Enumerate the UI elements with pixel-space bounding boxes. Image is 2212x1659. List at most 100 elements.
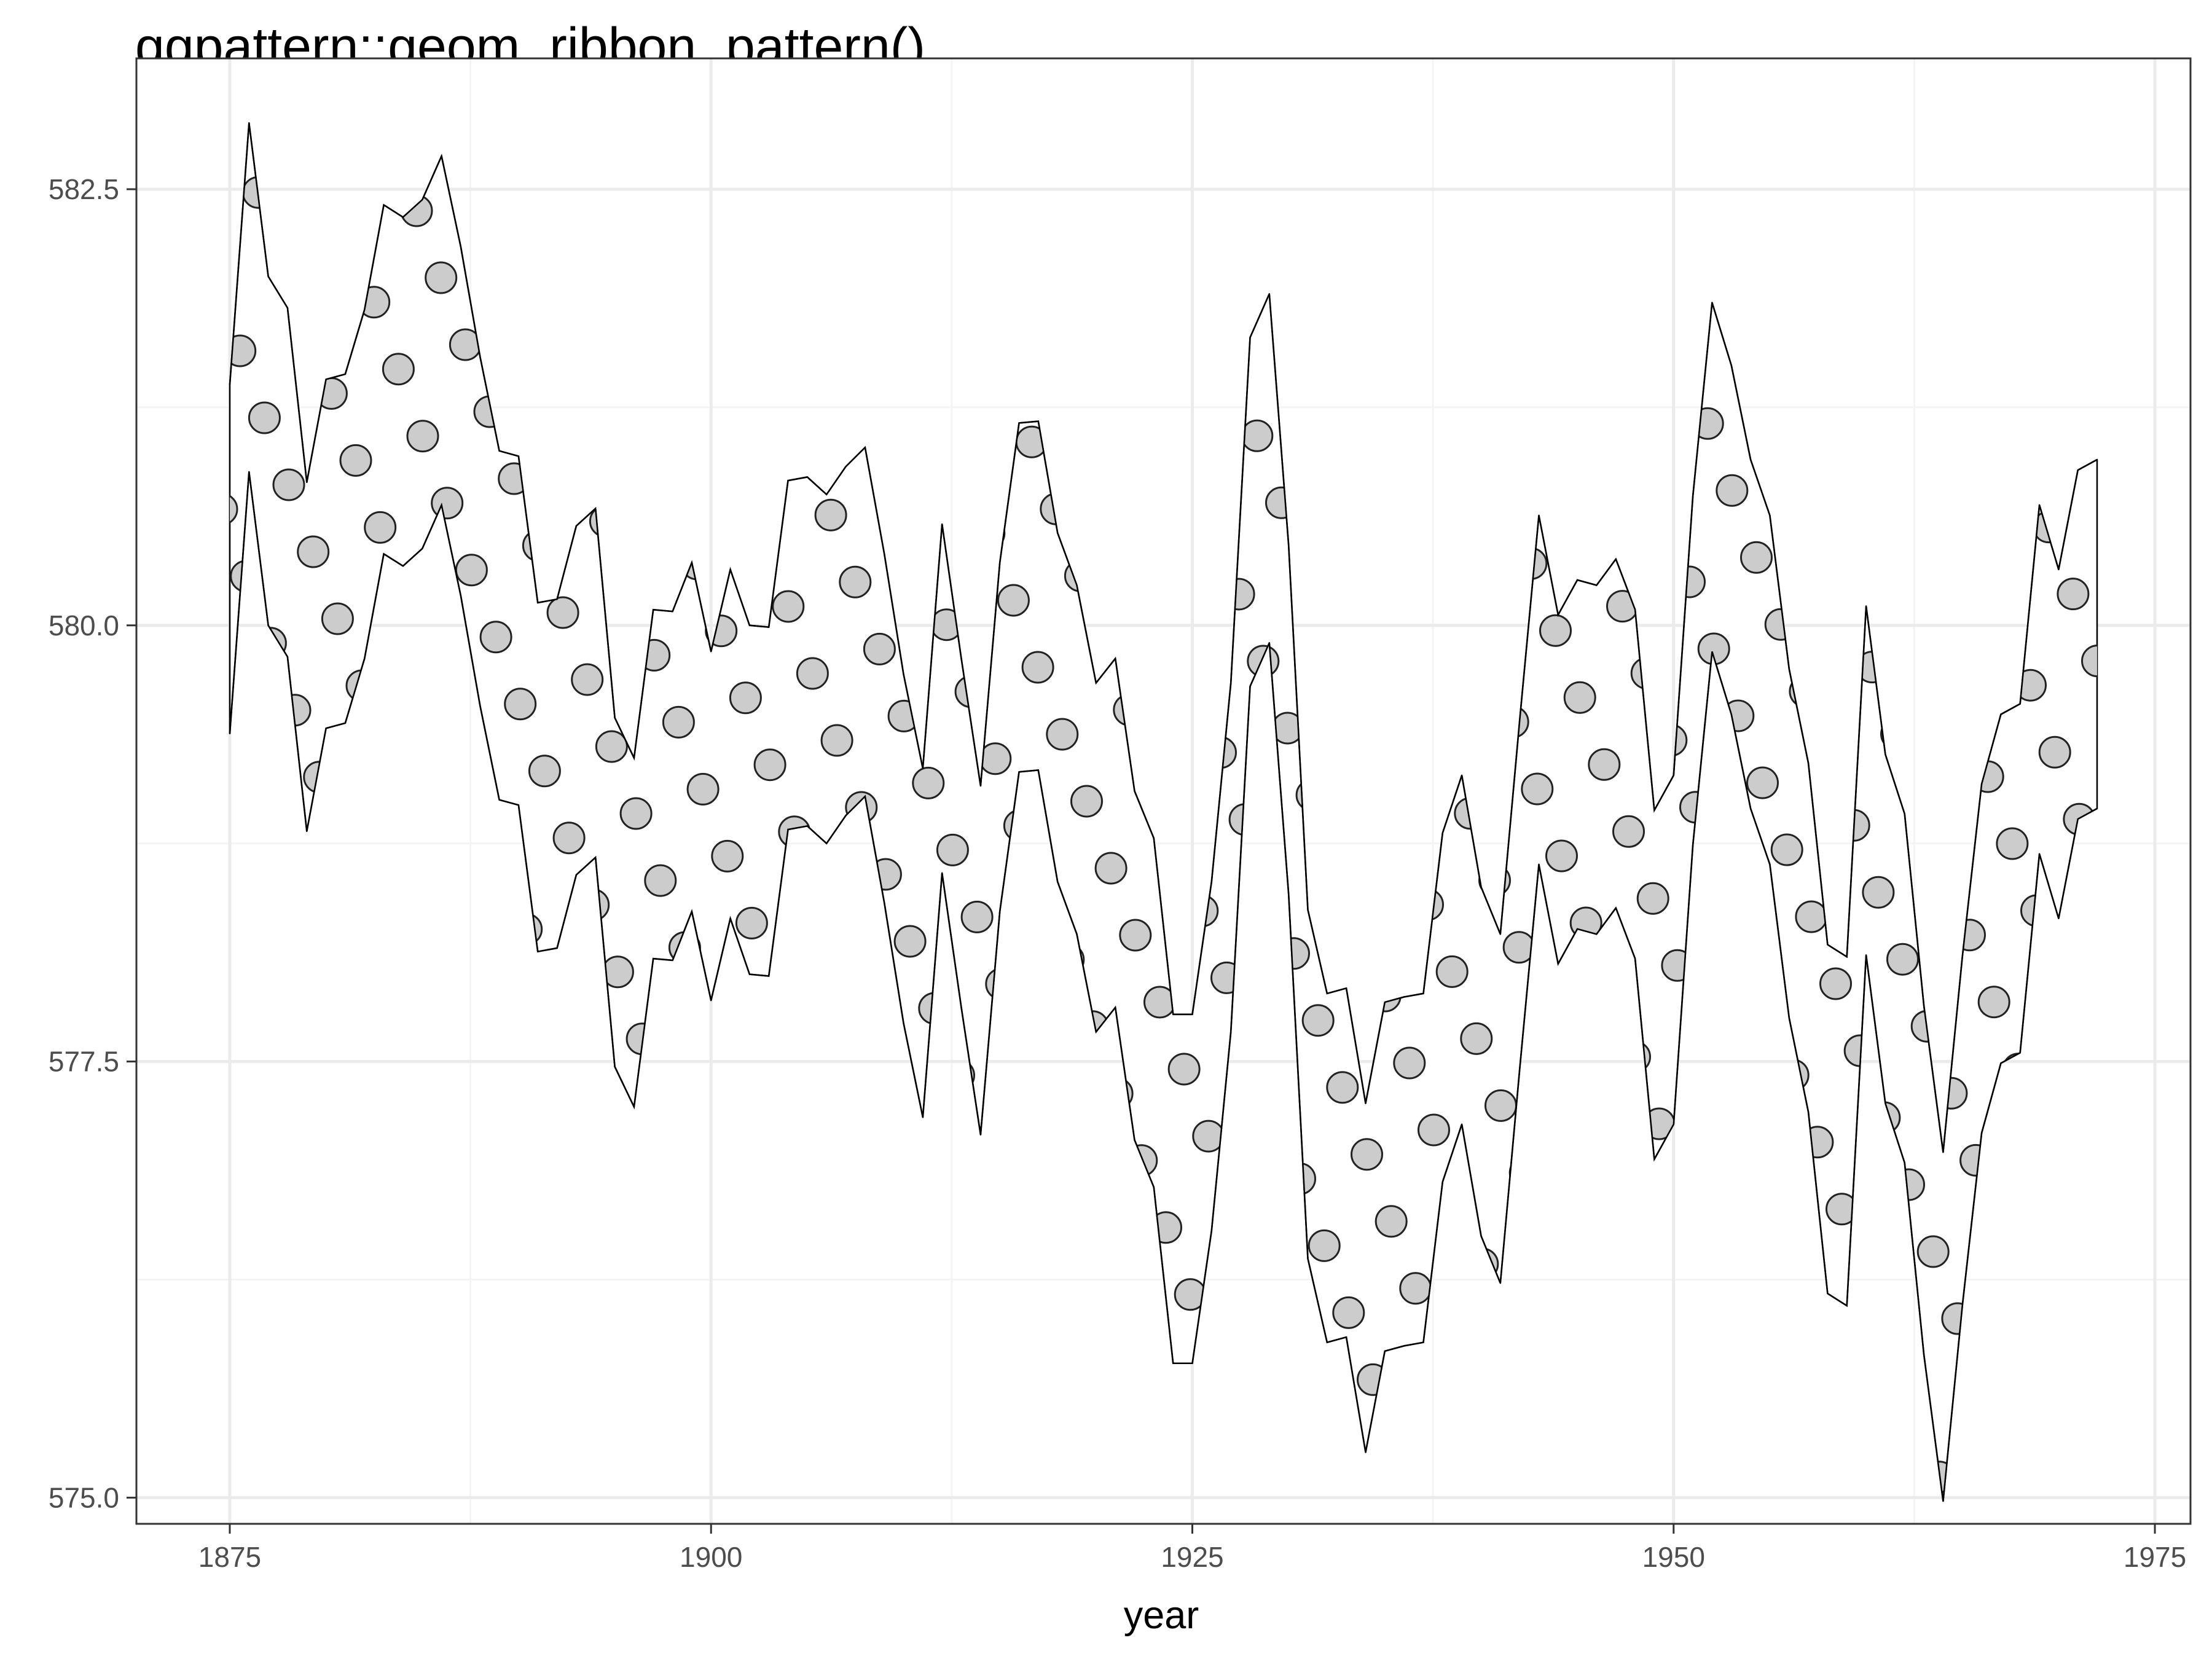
pattern-dot <box>839 565 872 598</box>
pattern-dot <box>339 444 372 477</box>
pattern-dot <box>2198 755 2212 786</box>
ribbon-lower-line <box>229 471 2098 1502</box>
pattern-dot <box>546 596 579 629</box>
pattern-dot <box>1588 748 1621 781</box>
pattern-dot <box>1241 419 1274 452</box>
pattern-dot <box>662 705 695 739</box>
pattern-dot <box>686 772 720 806</box>
pattern-dot <box>1094 852 1128 885</box>
pattern-dot <box>1351 1138 1383 1171</box>
pattern-dot <box>109 226 139 257</box>
pattern-dot <box>863 632 896 665</box>
pattern-dot <box>1418 1113 1450 1147</box>
pattern-dot <box>1484 1089 1517 1122</box>
pattern-dot <box>248 401 281 434</box>
pattern-dot <box>1308 1229 1341 1262</box>
pattern-dot <box>1795 900 1828 933</box>
pattern-dot <box>595 730 628 763</box>
pattern-dot <box>1114 1529 1145 1559</box>
pattern-dot <box>1301 1004 1335 1037</box>
ribbon-upper-line <box>229 122 2098 1153</box>
pattern-dot <box>796 657 829 690</box>
pattern-dot <box>297 535 330 568</box>
pattern-dot <box>1746 766 1779 799</box>
pattern-dot <box>1339 1523 1370 1553</box>
pattern-dot <box>1167 1053 1201 1086</box>
pattern-dot <box>1119 919 1152 952</box>
y-tick-label: 582.5 <box>49 173 119 205</box>
pattern-dot <box>571 663 604 696</box>
pattern-dot <box>455 554 488 587</box>
y-tick-label: 575.0 <box>49 1481 119 1513</box>
pattern-dot <box>997 584 1030 617</box>
pattern-dot <box>479 621 512 654</box>
pattern-dot <box>2192 530 2212 560</box>
pattern-dot <box>1563 681 1596 714</box>
pattern-dot <box>729 681 762 715</box>
pattern-dot <box>1916 1235 1950 1268</box>
pattern-dot <box>505 1523 536 1554</box>
pattern-dot <box>1399 1272 1432 1305</box>
pattern-dot <box>893 925 927 958</box>
pattern-dot <box>528 755 561 788</box>
pattern-dot <box>1479 31 1510 61</box>
pattern-dot <box>97 1444 128 1475</box>
pattern-dot <box>1948 1529 1979 1559</box>
pattern-dot <box>1612 815 1645 848</box>
pattern-dot <box>644 864 677 897</box>
pattern-dot <box>1545 839 1578 873</box>
pattern-dot <box>711 839 744 873</box>
pattern-dot <box>321 602 354 635</box>
pattern-dot <box>552 822 586 855</box>
pattern-dot <box>1862 876 1895 909</box>
y-tick-label: 577.5 <box>49 1046 119 1078</box>
pattern-dot <box>1704 25 1735 55</box>
pattern-dot <box>753 748 786 782</box>
pattern-dot <box>103 835 134 866</box>
pattern-dot <box>382 353 415 386</box>
pattern-dot <box>1716 474 1749 507</box>
pattern-dot <box>912 766 945 799</box>
x-tick-label: 1925 <box>1161 1541 1223 1573</box>
pattern-dot <box>1819 967 1852 1000</box>
panel-border <box>135 57 2192 1525</box>
pattern-dot <box>1770 833 1803 866</box>
pattern-dot <box>425 261 458 294</box>
pattern-dot <box>504 688 537 721</box>
pattern-dot <box>1521 772 1554 806</box>
pattern-dot <box>772 590 805 623</box>
pattern-dot <box>1435 955 1469 988</box>
x-tick-label: 1975 <box>2124 1541 2186 1573</box>
pattern-dot <box>735 906 768 939</box>
pattern-dot <box>431 487 464 520</box>
x-tick-label: 1875 <box>198 1541 261 1573</box>
pattern-dot <box>1332 1296 1365 1329</box>
pattern-dot <box>1886 943 1919 976</box>
pattern-dot <box>280 1529 310 1560</box>
pattern-dot <box>936 833 969 866</box>
pattern-dot <box>1740 541 1773 574</box>
pattern-dot <box>1460 1022 1493 1055</box>
y-axis: 575.0 577.5 580.0 582.5 <box>49 173 136 1513</box>
pattern-dot <box>2081 645 2097 678</box>
x-tick-label: 1900 <box>680 1541 742 1573</box>
pattern-dot <box>1021 651 1054 684</box>
pattern-dot <box>1977 986 2010 1019</box>
pattern-dot <box>960 900 994 933</box>
pattern-dot <box>1070 785 1103 818</box>
pattern-dot <box>2057 578 2090 611</box>
pattern-dot <box>1375 1205 1408 1238</box>
pattern-dot <box>272 468 305 501</box>
pattern-dot <box>406 420 439 453</box>
x-tick-label: 1950 <box>1642 1541 1705 1573</box>
pattern-dot <box>1636 882 1669 915</box>
pattern-dot <box>619 797 653 830</box>
pattern-dot <box>2192 1364 2212 1395</box>
y-tick-label: 580.0 <box>49 610 119 641</box>
pattern-dot <box>2038 735 2071 769</box>
pattern-dot <box>820 724 853 757</box>
pattern-dot <box>814 498 847 531</box>
x-axis-title: year <box>1124 1594 1199 1637</box>
pattern-dot <box>1393 1046 1426 1080</box>
